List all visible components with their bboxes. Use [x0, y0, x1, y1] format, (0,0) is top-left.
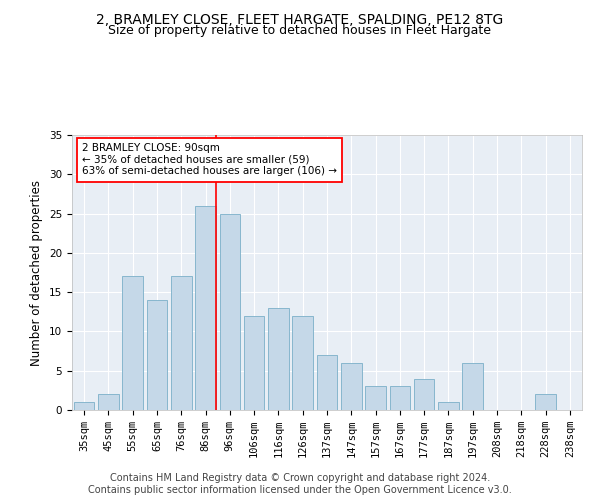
Y-axis label: Number of detached properties: Number of detached properties	[31, 180, 43, 366]
Bar	[98, 394, 119, 410]
Bar	[122, 276, 143, 410]
Text: Size of property relative to detached houses in Fleet Hargate: Size of property relative to detached ho…	[109, 24, 491, 37]
Bar	[414, 378, 434, 410]
Bar	[389, 386, 410, 410]
Bar	[195, 206, 216, 410]
Text: 2 BRAMLEY CLOSE: 90sqm
← 35% of detached houses are smaller (59)
63% of semi-det: 2 BRAMLEY CLOSE: 90sqm ← 35% of detached…	[82, 143, 337, 176]
Bar	[341, 363, 362, 410]
Bar	[365, 386, 386, 410]
Bar	[146, 300, 167, 410]
Bar	[268, 308, 289, 410]
Bar	[171, 276, 191, 410]
Text: Contains HM Land Registry data © Crown copyright and database right 2024.
Contai: Contains HM Land Registry data © Crown c…	[88, 474, 512, 495]
Bar	[244, 316, 265, 410]
Bar	[220, 214, 240, 410]
Bar	[438, 402, 459, 410]
Bar	[535, 394, 556, 410]
Text: 2, BRAMLEY CLOSE, FLEET HARGATE, SPALDING, PE12 8TG: 2, BRAMLEY CLOSE, FLEET HARGATE, SPALDIN…	[97, 12, 503, 26]
Bar	[463, 363, 483, 410]
Bar	[292, 316, 313, 410]
Bar	[317, 355, 337, 410]
Bar	[74, 402, 94, 410]
